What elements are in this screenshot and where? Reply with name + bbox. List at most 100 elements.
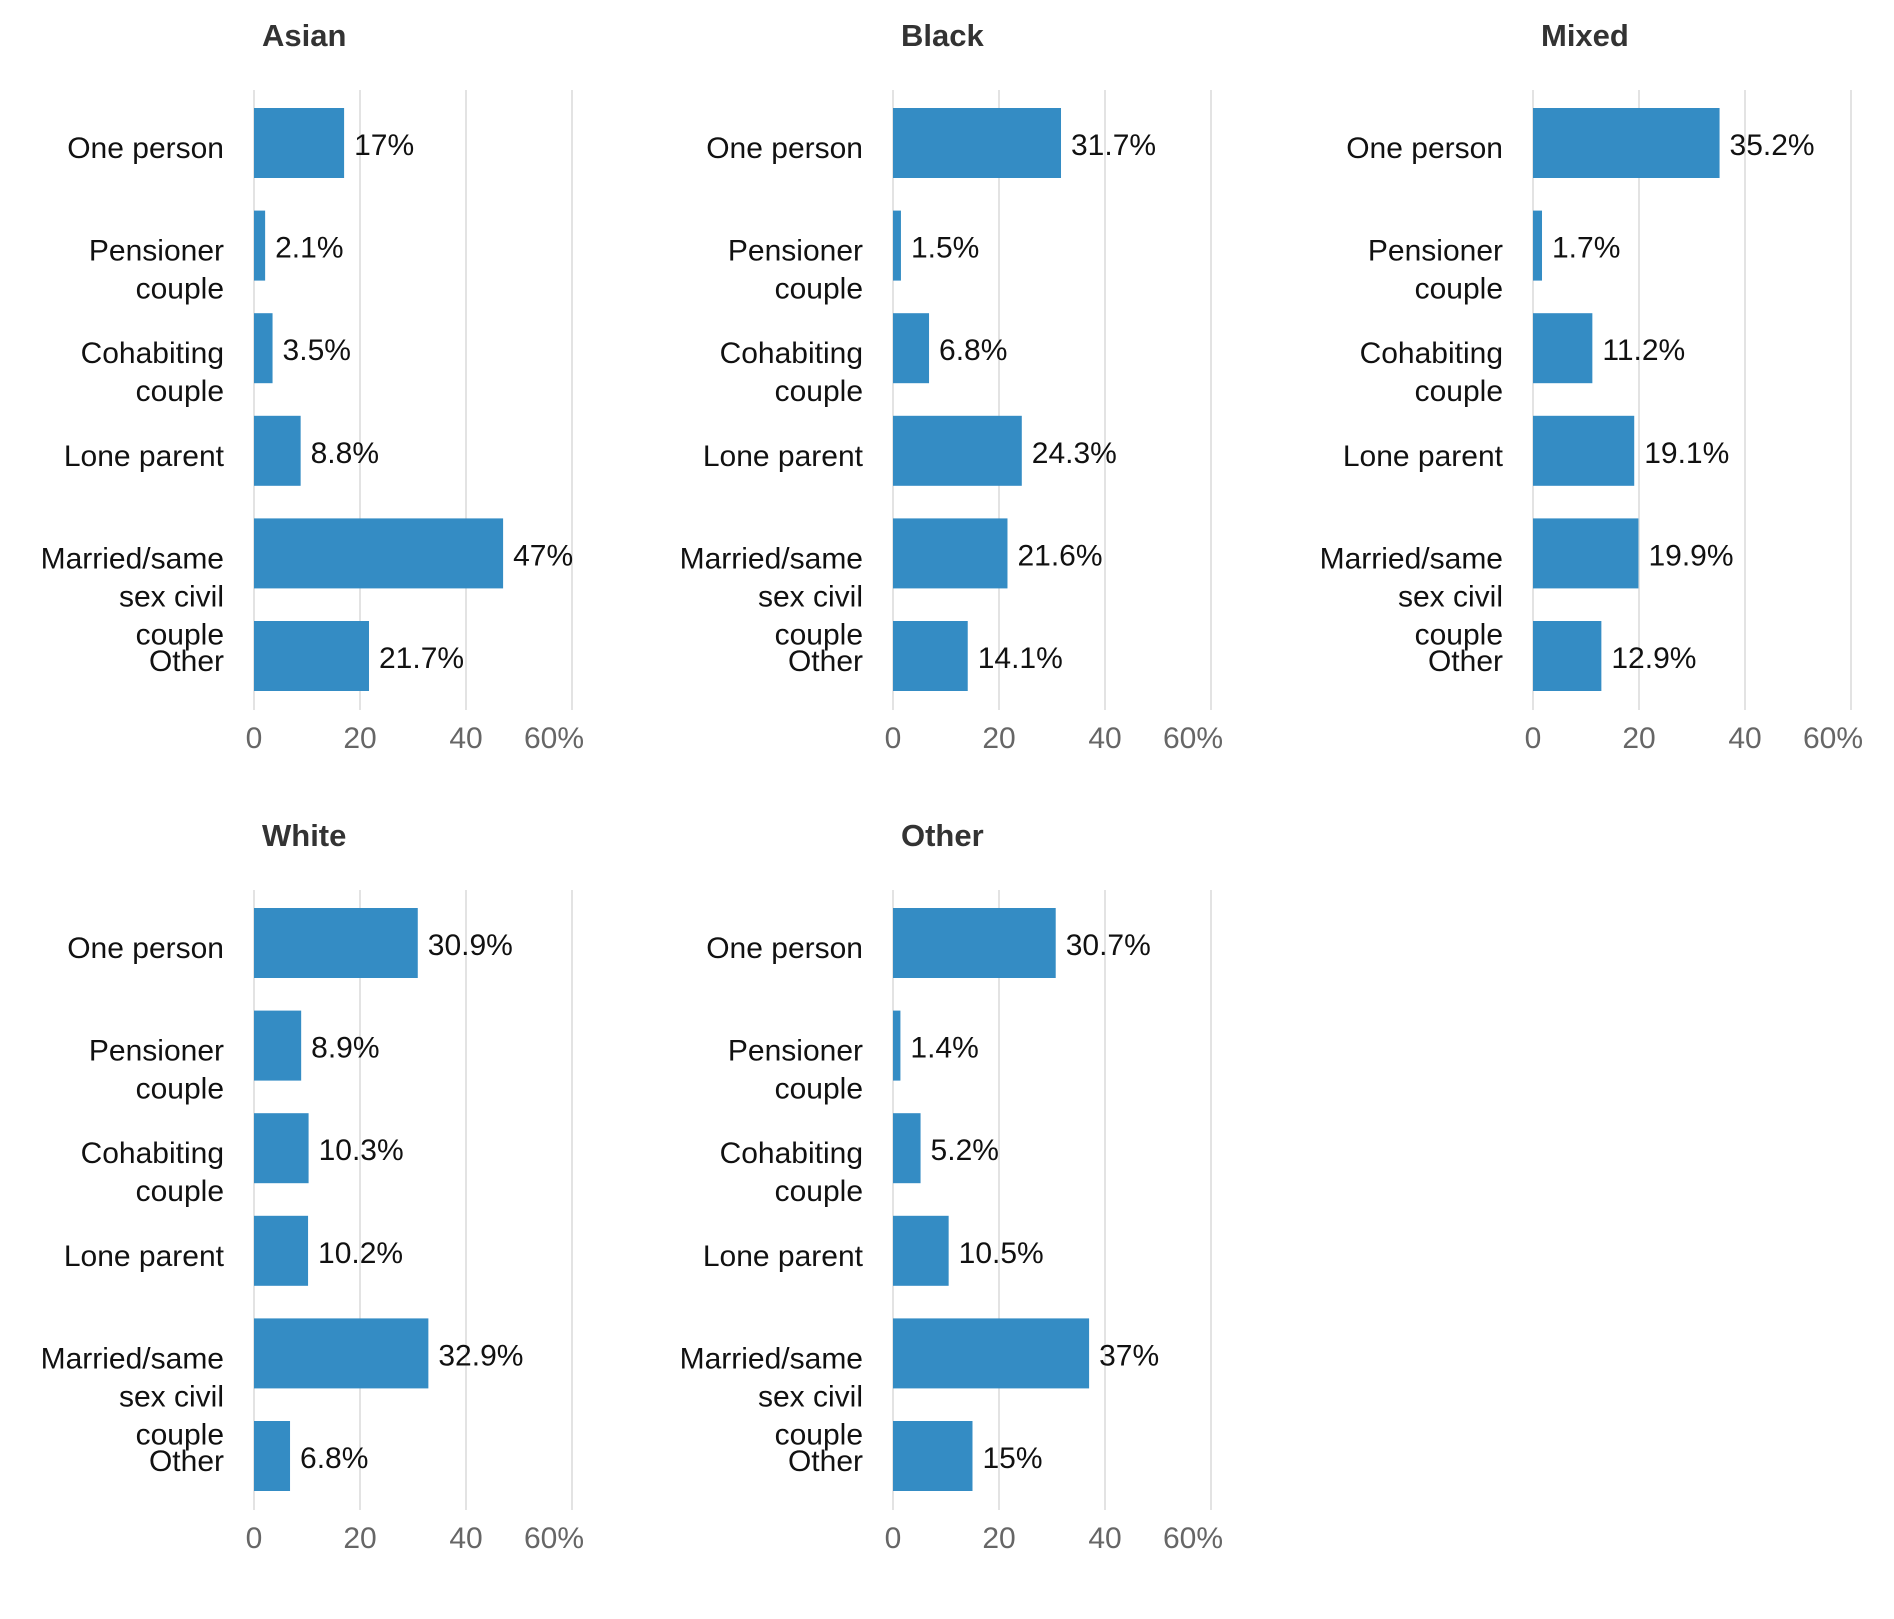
tick-label: 20 [343,1522,376,1555]
category-label-line: couple [775,618,863,651]
category-label-line: Cohabiting [720,337,863,370]
bar [254,1113,309,1184]
category-label: Lone parent [1343,440,1504,473]
category-label: Pensioner couple [89,235,224,306]
tick-label: 60% [524,722,584,755]
category-label: Cohabiting couple [720,1137,863,1208]
data-label: 17% [354,129,414,162]
bar [1533,415,1635,486]
tick-label: 40 [1088,722,1121,755]
category-label: Cohabiting couple [81,1137,224,1208]
bar [254,108,345,178]
bar [893,1421,973,1491]
panel-mixed: Mixed 35.2% One person 1.7% Pensioner couple 1… [1320,18,1863,755]
category-label-line: Cohabiting [81,337,224,370]
tick-label: 40 [1088,1522,1121,1555]
category-label: Other [149,645,224,678]
bar [893,108,1062,178]
data-label: 15% [983,1442,1043,1475]
data-label: 21.7% [379,642,464,675]
bar [254,415,301,486]
category-label: One person [706,132,863,165]
bar [1533,108,1720,178]
category-label-line: Other [1428,645,1503,678]
bar [254,1215,309,1286]
category-label: One person [1346,132,1503,165]
category-label-line: Pensioner [728,235,863,268]
category-label-line: Other [788,645,863,678]
category-label: Other [149,1445,224,1478]
bar [254,313,273,384]
panel-title: Other [901,818,984,853]
data-label: 35.2% [1730,129,1815,162]
category-label-line: sex civil [758,1380,863,1413]
bar [893,210,901,281]
data-label: 6.8% [939,334,1007,367]
data-label: 1.7% [1552,232,1620,265]
category-label-line: couple [775,273,863,306]
category-label-line: couple [775,1418,863,1451]
bar [893,1010,901,1081]
data-label: 10.5% [959,1237,1044,1270]
category-label-line: couple [136,618,224,651]
category-label-line: couple [136,1175,224,1208]
bar [893,621,968,691]
data-label: 21.6% [1017,539,1102,572]
category-label-line: sex civil [758,580,863,613]
bar [1533,621,1602,691]
tick-label: 60% [524,1522,584,1555]
category-label-line: One person [67,932,224,965]
category-label: Married/same sex civil couple [41,542,224,651]
bar [893,908,1056,978]
panel-title: Asian [262,18,346,53]
tick-label: 20 [343,722,376,755]
category-label-line: Other [149,645,224,678]
data-label: 19.9% [1648,539,1733,572]
category-label: Lone parent [703,440,864,473]
category-label-line: Cohabiting [720,1137,863,1170]
tick-label: 0 [246,1522,263,1555]
category-label: Other [788,1445,863,1478]
data-label: 30.7% [1066,929,1151,962]
category-label: One person [67,932,224,965]
data-label: 10.2% [318,1237,403,1270]
data-label: 24.3% [1032,437,1117,470]
data-label: 6.8% [300,1442,368,1475]
category-label-line: couple [136,273,224,306]
category-label-line: One person [706,132,863,165]
tick-label: 60% [1163,1522,1223,1555]
data-label: 14.1% [978,642,1063,675]
bar [1533,210,1543,281]
category-label: Cohabiting couple [1360,337,1503,408]
category-label: Pensioner couple [728,1035,863,1106]
category-label-line: Lone parent [703,440,864,473]
data-label: 12.9% [1611,642,1696,675]
category-label-line: Cohabiting [1360,337,1503,370]
category-label: Cohabiting couple [720,337,863,408]
category-label: One person [67,132,224,165]
category-label-line: Married/same [41,542,224,575]
category-label-line: couple [136,375,224,408]
data-label: 8.8% [311,437,379,470]
bar [893,415,1022,486]
data-label: 47% [513,539,573,572]
category-label-line: Pensioner [1368,235,1503,268]
panel-black: Black 31.7% One person 1.5% Pensioner couple 6… [680,18,1223,755]
data-label: 3.5% [283,334,351,367]
category-label: Married/same sex civil couple [1320,542,1503,651]
data-label: 11.2% [1602,334,1685,367]
bar [254,908,418,978]
tick-label: 20 [982,1522,1015,1555]
panel-title: White [262,818,346,853]
category-label-line: Other [149,1445,224,1478]
bar [893,1215,949,1286]
category-label-line: Lone parent [64,440,225,473]
panel-title: Black [901,18,984,53]
panel-other: Other 30.7% One person 1.4% Pensioner couple 5… [680,818,1223,1555]
category-label-line: Other [788,1445,863,1478]
category-label-line: couple [1415,618,1503,651]
category-label-line: couple [775,1175,863,1208]
category-label-line: couple [775,1073,863,1106]
category-label-line: Married/same [41,1342,224,1375]
category-label: Lone parent [64,440,225,473]
